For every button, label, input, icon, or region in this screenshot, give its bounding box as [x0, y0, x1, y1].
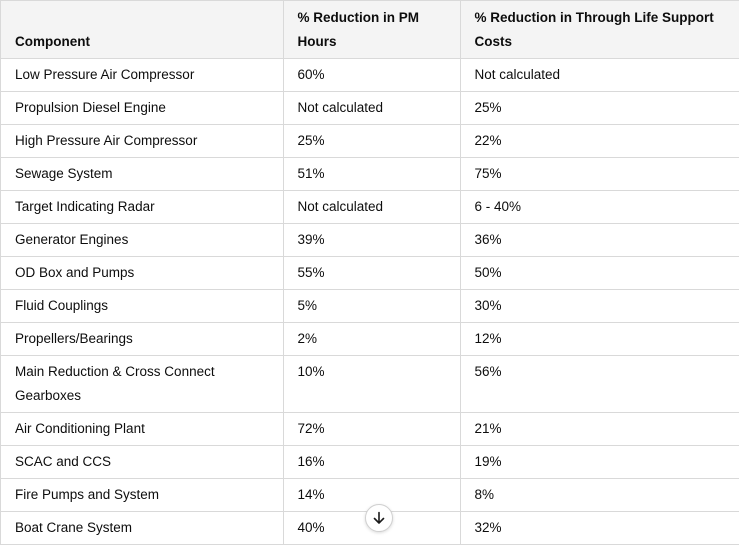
cell-component: Propellers/Bearings	[1, 322, 284, 356]
cell-pm-hours: 60%	[283, 58, 461, 92]
cell-support-costs: 56%	[460, 355, 739, 413]
cell-component: High Pressure Air Compressor	[1, 124, 284, 158]
cell-support-costs: 21%	[460, 412, 739, 446]
cell-pm-hours: 55%	[283, 256, 461, 290]
cell-support-costs: 19%	[460, 445, 739, 479]
cell-pm-hours: 51%	[283, 157, 461, 191]
cell-component: OD Box and Pumps	[1, 256, 284, 290]
cell-pm-hours: 72%	[283, 412, 461, 446]
cell-pm-hours: Not calculated	[283, 190, 461, 224]
cell-support-costs: 25%	[460, 91, 739, 125]
cell-support-costs: Not calculated	[460, 58, 739, 92]
cell-support-costs: 50%	[460, 256, 739, 290]
table-row: Propulsion Diesel Engine Not calculated …	[1, 91, 739, 125]
table-row: Generator Engines 39% 36%	[1, 223, 739, 257]
cell-support-costs: 30%	[460, 289, 739, 323]
cell-support-costs: 12%	[460, 322, 739, 356]
cell-component: Generator Engines	[1, 223, 284, 257]
table-body: Low Pressure Air Compressor 60% Not calc…	[1, 58, 739, 545]
table-row: OD Box and Pumps 55% 50%	[1, 256, 739, 290]
scroll-to-bottom-button[interactable]	[365, 504, 393, 532]
cell-component: SCAC and CCS	[1, 445, 284, 479]
cell-pm-hours: 25%	[283, 124, 461, 158]
table-row: SCAC and CCS 16% 19%	[1, 445, 739, 479]
cell-component: Boat Crane System	[1, 511, 284, 545]
table-header: Component % Reduction in PM Hours % Redu…	[1, 1, 739, 59]
table-row: Low Pressure Air Compressor 60% Not calc…	[1, 58, 739, 92]
table-row: Fluid Couplings 5% 30%	[1, 289, 739, 323]
cell-pm-hours: 16%	[283, 445, 461, 479]
cell-component: Fluid Couplings	[1, 289, 284, 323]
cell-component: Target Indicating Radar	[1, 190, 284, 224]
cell-support-costs: 6 - 40%	[460, 190, 739, 224]
header-component: Component	[1, 1, 284, 59]
cell-pm-hours: 39%	[283, 223, 461, 257]
cell-component: Sewage System	[1, 157, 284, 191]
arrow-down-icon	[373, 511, 385, 524]
table-row: Fire Pumps and System 14% 8%	[1, 478, 739, 512]
cell-pm-hours: Not calculated	[283, 91, 461, 125]
table-row: High Pressure Air Compressor 25% 22%	[1, 124, 739, 158]
cell-component: Propulsion Diesel Engine	[1, 91, 284, 125]
cell-component: Low Pressure Air Compressor	[1, 58, 284, 92]
cell-pm-hours: 5%	[283, 289, 461, 323]
cell-support-costs: 8%	[460, 478, 739, 512]
header-row: Component % Reduction in PM Hours % Redu…	[1, 1, 739, 59]
cell-component: Fire Pumps and System	[1, 478, 284, 512]
cell-component: Air Conditioning Plant	[1, 412, 284, 446]
table-row: Target Indicating Radar Not calculated 6…	[1, 190, 739, 224]
table-row: Air Conditioning Plant 72% 21%	[1, 412, 739, 446]
table-row: Main Reduction & Cross Connect Gearboxes…	[1, 355, 739, 413]
cell-pm-hours: 2%	[283, 322, 461, 356]
cell-support-costs: 32%	[460, 511, 739, 545]
cell-pm-hours: 10%	[283, 355, 461, 413]
cell-support-costs: 36%	[460, 223, 739, 257]
cell-component: Main Reduction & Cross Connect Gearboxes	[1, 355, 284, 413]
table-row: Propellers/Bearings 2% 12%	[1, 322, 739, 356]
cell-support-costs: 75%	[460, 157, 739, 191]
header-support-costs: % Reduction in Through Life Support Cost…	[460, 1, 739, 59]
header-pm-hours: % Reduction in PM Hours	[283, 1, 461, 59]
table-row: Sewage System 51% 75%	[1, 157, 739, 191]
cell-support-costs: 22%	[460, 124, 739, 158]
